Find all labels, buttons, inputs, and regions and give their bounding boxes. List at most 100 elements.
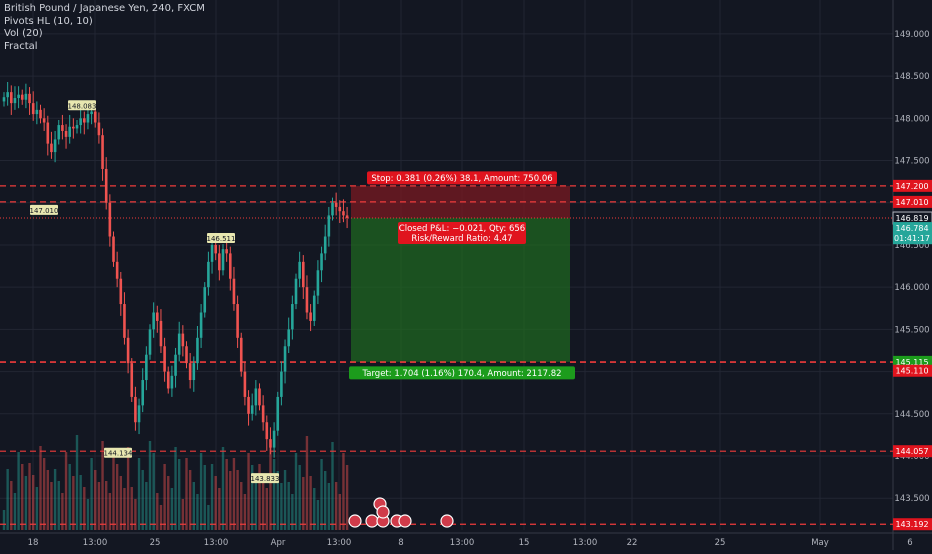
- time-tick-label: 13:00: [204, 538, 229, 548]
- volume-bar: [324, 471, 327, 530]
- volume-bar: [2, 510, 6, 530]
- time-tick-label: 13:00: [83, 538, 108, 548]
- volume-bar: [156, 493, 159, 530]
- candle-body: [10, 92, 13, 104]
- time-tick-label: 15: [519, 538, 530, 548]
- volume-bar: [251, 465, 254, 530]
- volume-bar: [283, 470, 287, 530]
- volume-bar: [261, 476, 265, 530]
- pnl-label-box[interactable]: [398, 222, 526, 245]
- volume-bar: [181, 499, 185, 530]
- volume-bar: [309, 476, 312, 530]
- indicator-fractal[interactable]: Fractal: [4, 40, 38, 52]
- price-tick-label: 147.500: [894, 157, 929, 167]
- time-tick-label: Apr: [271, 538, 286, 548]
- volume-bar: [247, 453, 250, 530]
- volume-bar: [79, 475, 82, 530]
- time-tick-label: 13:00: [573, 538, 598, 548]
- volume-bar: [272, 459, 276, 530]
- price-tag-line: [893, 445, 932, 458]
- volume-bar: [334, 482, 338, 530]
- candle-body: [218, 253, 221, 271]
- candle-body: [35, 109, 39, 115]
- volume-bar: [170, 488, 174, 530]
- candle-body: [13, 98, 17, 104]
- pivot-label-0: 148.083: [68, 102, 97, 110]
- indicator-volume[interactable]: Vol (20): [4, 28, 43, 39]
- volume-bar: [185, 458, 188, 530]
- candle-body: [53, 139, 57, 153]
- candle-body: [239, 337, 243, 372]
- candle-body: [174, 354, 177, 376]
- candle-body: [214, 244, 217, 254]
- volume-bar: [320, 459, 323, 530]
- volume-bar: [302, 477, 305, 530]
- economic-event-icon[interactable]: [376, 505, 390, 519]
- candle-body: [207, 261, 210, 288]
- volume-bar: [331, 442, 334, 530]
- price-tag-text: 01:41:17: [894, 234, 930, 243]
- time-tick-label: 13:00: [327, 538, 352, 548]
- price-tag-bid: [893, 222, 932, 235]
- pivot-label-box: [30, 204, 58, 215]
- stop-label-box[interactable]: [367, 171, 557, 185]
- symbol-title[interactable]: British Pound / Japanese Yen, 240, FXCM: [4, 3, 205, 14]
- time-tick-label: 18: [28, 538, 39, 548]
- price-tag-text: 145.115: [895, 358, 928, 367]
- candle-body: [20, 94, 24, 100]
- volume-bar: [258, 464, 261, 530]
- price-tick-label: 146.000: [894, 283, 929, 293]
- candle-body: [338, 206, 342, 212]
- volume-bar: [39, 446, 42, 530]
- candle-body: [247, 396, 250, 414]
- time-tick-label: 13:00: [450, 538, 475, 548]
- volume-bar: [141, 470, 144, 530]
- volume-bar: [57, 481, 60, 530]
- volume-bar: [280, 483, 283, 530]
- candle-body: [86, 114, 90, 123]
- candle-body: [334, 202, 338, 207]
- candle-body: [283, 346, 287, 372]
- target-label-box[interactable]: [349, 366, 575, 380]
- economic-event-icon[interactable]: [440, 514, 454, 528]
- volume-bar: [130, 487, 133, 530]
- volume-bar: [13, 493, 17, 530]
- volume-bar: [6, 469, 9, 530]
- volume-bar: [105, 481, 108, 530]
- candle-body: [166, 371, 170, 389]
- volume-bar: [119, 476, 122, 530]
- candle-body: [221, 249, 225, 271]
- candle-body: [210, 244, 214, 262]
- candle-body: [61, 125, 64, 131]
- price-tick-label: 145.500: [894, 325, 929, 335]
- economic-event-icon[interactable]: [365, 514, 379, 528]
- pivot-label-box: [251, 473, 279, 484]
- volume-bar: [294, 453, 298, 530]
- candle-body: [192, 363, 196, 381]
- volume-bar: [305, 436, 309, 530]
- stop-label-text-0: Stop: 0.381 (0.26%) 38.1, Amount: 750.06: [371, 174, 552, 184]
- volume-bar: [243, 494, 247, 530]
- candle-body: [181, 333, 185, 347]
- volume-bar: [148, 441, 152, 530]
- price-tick-label: 148.000: [894, 114, 929, 124]
- economic-event-icon[interactable]: [398, 514, 412, 528]
- candle-body: [152, 312, 155, 330]
- volume-bar: [174, 447, 177, 530]
- volume-bar: [203, 465, 206, 530]
- volume-bar: [17, 452, 20, 530]
- candle-body: [225, 249, 228, 254]
- candle-body: [323, 236, 327, 254]
- candle-body: [2, 97, 6, 102]
- candle-body: [141, 380, 144, 406]
- indicator-pivots[interactable]: Pivots HL (10, 10): [4, 15, 93, 27]
- price-tag-line: [893, 518, 932, 531]
- economic-event-icon[interactable]: [348, 514, 362, 528]
- volume-bar: [199, 453, 203, 530]
- volume-bar: [134, 499, 137, 530]
- volume-bar: [115, 464, 119, 530]
- candle-body: [177, 333, 181, 355]
- volume-bar: [218, 488, 221, 530]
